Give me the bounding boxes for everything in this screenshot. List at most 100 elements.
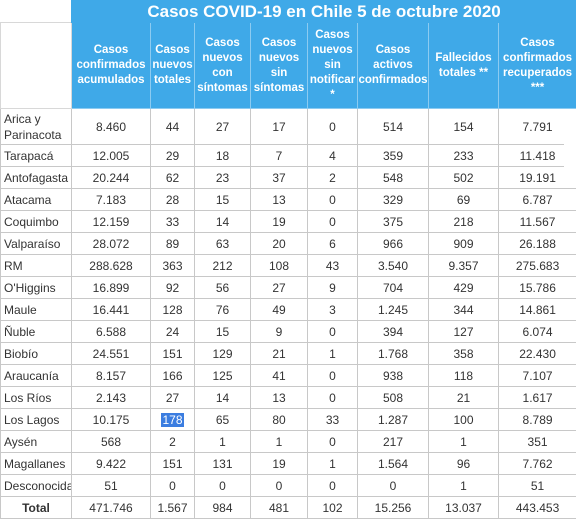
value-cell[interactable]: 568 — [72, 431, 151, 453]
value-cell[interactable]: 19 — [251, 453, 308, 475]
value-cell[interactable]: 151 — [151, 453, 195, 475]
value-cell[interactable]: 1 — [429, 431, 499, 453]
region-cell[interactable]: Araucanía — [1, 365, 72, 387]
value-cell[interactable]: 9 — [251, 321, 308, 343]
value-cell[interactable]: 28 — [151, 189, 195, 211]
value-cell[interactable]: 69 — [429, 189, 499, 211]
value-cell[interactable]: 0 — [308, 431, 358, 453]
value-cell[interactable]: 80 — [251, 409, 308, 431]
value-cell[interactable]: 29 — [151, 145, 195, 167]
value-cell[interactable]: 65 — [195, 409, 251, 431]
column-header-8[interactable]: Casos confirmados recuperados *** — [499, 23, 576, 109]
value-cell[interactable]: 14 — [195, 211, 251, 233]
value-cell[interactable]: 344 — [429, 299, 499, 321]
value-cell[interactable]: 0 — [308, 109, 358, 145]
value-cell[interactable]: 7.107 — [499, 365, 576, 387]
value-cell[interactable]: 10.175 — [72, 409, 151, 431]
value-cell[interactable]: 154 — [429, 109, 499, 145]
value-cell[interactable]: 44 — [151, 109, 195, 145]
value-cell[interactable]: 9.357 — [429, 255, 499, 277]
column-header-1[interactable]: Casos confirmados acumulados — [72, 23, 151, 109]
region-cell[interactable]: Arica y Parinacota — [1, 109, 72, 145]
value-cell[interactable]: 15.786 — [499, 277, 576, 299]
value-cell[interactable]: 514 — [358, 109, 429, 145]
region-cell[interactable]: Los Ríos — [1, 387, 72, 409]
value-cell[interactable]: 0 — [358, 475, 429, 497]
value-cell[interactable]: 3 — [308, 299, 358, 321]
value-cell[interactable]: 0 — [195, 475, 251, 497]
column-header-4[interactable]: Casos nuevos sin síntomas — [251, 23, 308, 109]
value-cell[interactable]: 21 — [251, 343, 308, 365]
value-cell[interactable]: 16.899 — [72, 277, 151, 299]
value-cell[interactable]: 76 — [195, 299, 251, 321]
value-cell[interactable]: 17 — [251, 109, 308, 145]
value-cell[interactable]: 502 — [429, 167, 499, 189]
value-cell[interactable]: 27 — [151, 387, 195, 409]
value-cell[interactable]: 131 — [195, 453, 251, 475]
value-cell[interactable]: 0 — [308, 475, 358, 497]
value-cell[interactable]: 7.762 — [499, 453, 576, 475]
value-cell[interactable]: 28.072 — [72, 233, 151, 255]
value-cell[interactable]: 24 — [151, 321, 195, 343]
value-cell[interactable]: 0 — [308, 365, 358, 387]
value-cell[interactable]: 27 — [195, 109, 251, 145]
total-value-cell[interactable]: 481 — [251, 497, 308, 519]
value-cell[interactable]: 704 — [358, 277, 429, 299]
value-cell[interactable]: 41 — [251, 365, 308, 387]
value-cell[interactable]: 1 — [308, 343, 358, 365]
total-value-cell[interactable]: 471.746 — [72, 497, 151, 519]
value-cell[interactable]: 89 — [151, 233, 195, 255]
value-cell[interactable]: 358 — [429, 343, 499, 365]
value-cell[interactable]: 19 — [251, 211, 308, 233]
value-cell[interactable]: 12.005 — [72, 145, 151, 167]
column-header-7[interactable]: Fallecidos totales ** — [429, 23, 499, 109]
value-cell[interactable]: 217 — [358, 431, 429, 453]
value-cell[interactable]: 275.683 — [499, 255, 576, 277]
value-cell[interactable]: 27 — [251, 277, 308, 299]
value-cell[interactable]: 1 — [195, 431, 251, 453]
value-cell[interactable]: 13 — [251, 189, 308, 211]
value-cell[interactable]: 18 — [195, 145, 251, 167]
selected-cell-highlight[interactable]: 178 — [161, 413, 183, 427]
value-cell[interactable]: 359 — [358, 145, 429, 167]
total-value-cell[interactable]: 13.037 — [429, 497, 499, 519]
value-cell[interactable]: 8.460 — [72, 109, 151, 145]
value-cell[interactable]: 100 — [429, 409, 499, 431]
value-cell[interactable]: 62 — [151, 167, 195, 189]
value-cell[interactable]: 12.159 — [72, 211, 151, 233]
value-cell[interactable]: 92 — [151, 277, 195, 299]
value-cell[interactable]: 108 — [251, 255, 308, 277]
value-cell[interactable]: 49 — [251, 299, 308, 321]
value-cell[interactable]: 548 — [358, 167, 429, 189]
value-cell[interactable]: 11.567 — [499, 211, 576, 233]
region-cell[interactable]: Coquimbo — [1, 211, 72, 233]
value-cell[interactable]: 8.789 — [499, 409, 576, 431]
value-cell[interactable]: 375 — [358, 211, 429, 233]
region-cell[interactable]: Los Lagos — [1, 409, 72, 431]
value-cell[interactable]: 429 — [429, 277, 499, 299]
value-cell[interactable]: 51 — [72, 475, 151, 497]
total-value-cell[interactable]: 1.567 — [151, 497, 195, 519]
total-value-cell[interactable]: 102 — [308, 497, 358, 519]
value-cell[interactable]: 212 — [195, 255, 251, 277]
value-cell[interactable]: 1.768 — [358, 343, 429, 365]
value-cell[interactable]: 51 — [499, 475, 576, 497]
value-cell[interactable]: 16.441 — [72, 299, 151, 321]
value-cell[interactable]: 128 — [151, 299, 195, 321]
region-cell[interactable]: Ñuble — [1, 321, 72, 343]
value-cell[interactable]: 43 — [308, 255, 358, 277]
value-cell[interactable]: 14 — [195, 387, 251, 409]
value-cell[interactable]: 508 — [358, 387, 429, 409]
value-cell[interactable]: 26.188 — [499, 233, 576, 255]
value-cell[interactable]: 129 — [195, 343, 251, 365]
value-cell[interactable]: 151 — [151, 343, 195, 365]
value-cell[interactable]: 6.588 — [72, 321, 151, 343]
region-cell[interactable]: Valparaíso — [1, 233, 72, 255]
column-header-6[interactable]: Casos activos confirmados — [358, 23, 429, 109]
value-cell[interactable]: 23 — [195, 167, 251, 189]
value-cell[interactable]: 20 — [251, 233, 308, 255]
value-cell[interactable]: 0 — [308, 387, 358, 409]
value-cell[interactable]: 909 — [429, 233, 499, 255]
value-cell[interactable]: 63 — [195, 233, 251, 255]
total-value-cell[interactable]: 15.256 — [358, 497, 429, 519]
